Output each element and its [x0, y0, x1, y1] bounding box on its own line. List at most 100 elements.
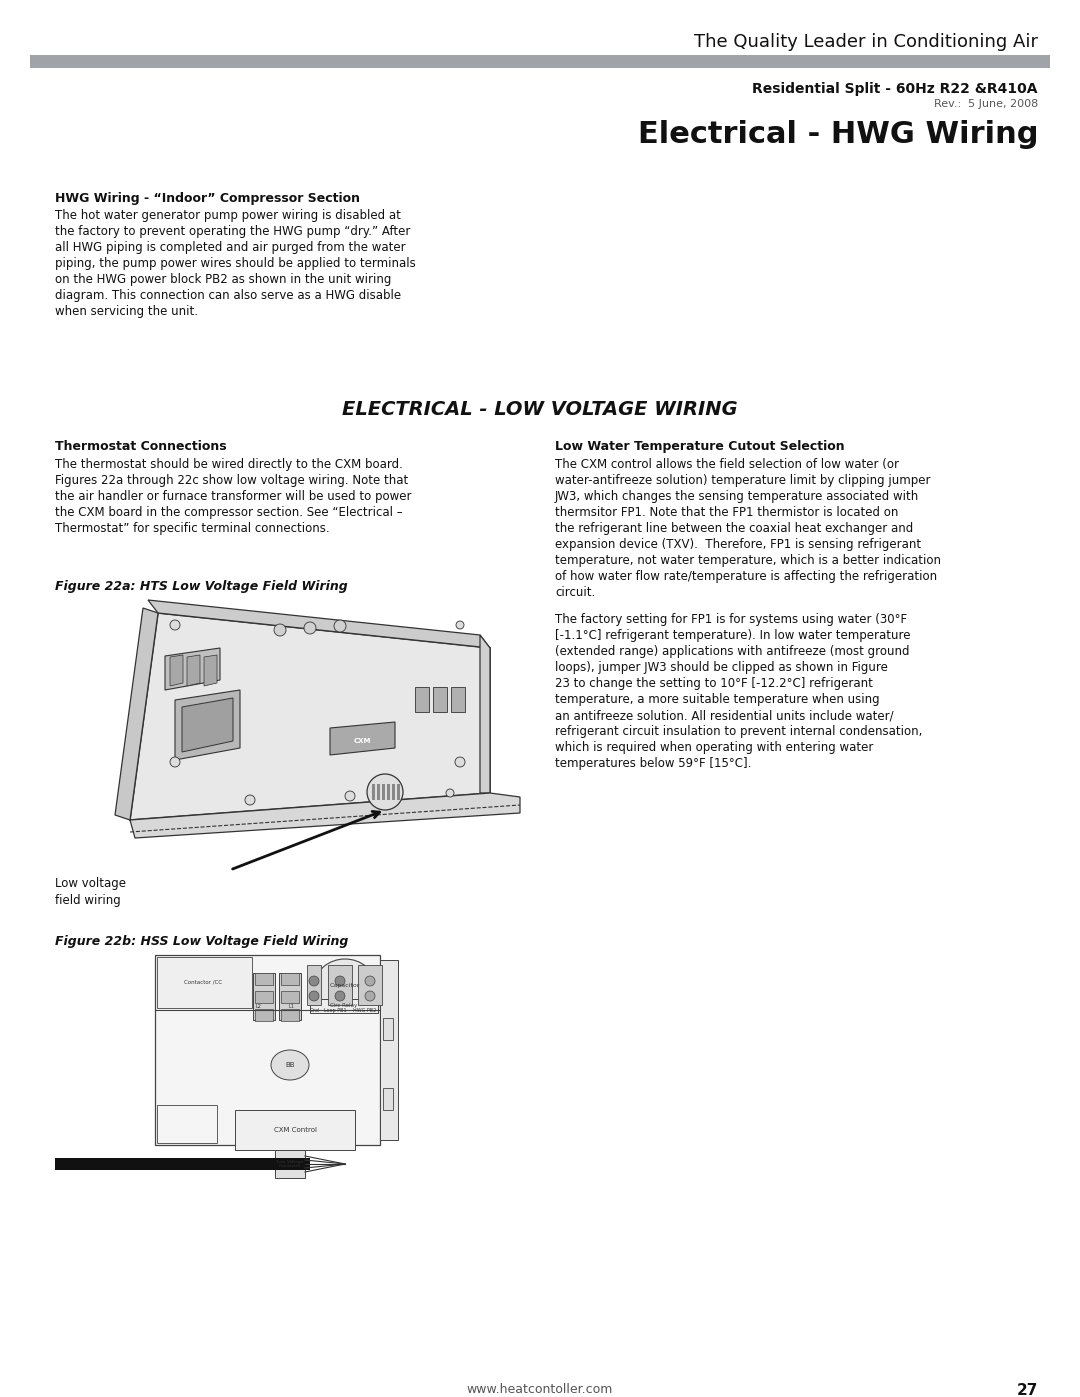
Circle shape [456, 622, 464, 629]
Text: HWG PB2: HWG PB2 [353, 1009, 377, 1013]
Circle shape [274, 624, 286, 636]
Bar [275, 1150, 305, 1178]
Bar [383, 1088, 393, 1111]
Polygon shape [175, 690, 240, 760]
Text: which is required when operating with entering water: which is required when operating with en… [555, 742, 874, 754]
Bar [157, 957, 252, 1009]
Text: Low Voltage
Connector: Low Voltage Connector [276, 1160, 303, 1168]
Bar [30, 54, 1050, 68]
Text: piping, the pump power wires should be applied to terminals: piping, the pump power wires should be a… [55, 257, 416, 270]
Polygon shape [157, 1105, 217, 1143]
Text: L2: L2 [255, 1004, 261, 1009]
Circle shape [309, 977, 319, 986]
Text: Thermostat Connections: Thermostat Connections [55, 440, 227, 453]
Text: Low voltage: Low voltage [55, 877, 126, 890]
Text: The factory setting for FP1 is for systems using water (30°F: The factory setting for FP1 is for syste… [555, 613, 907, 626]
Text: the air handler or furnace transformer will be used to power: the air handler or furnace transformer w… [55, 490, 411, 503]
Text: Figure 22a: HTS Low Voltage Field Wiring: Figure 22a: HTS Low Voltage Field Wiring [55, 580, 348, 592]
Text: The CXM control allows the field selection of low water (or: The CXM control allows the field selecti… [555, 458, 899, 471]
Bar [253, 972, 275, 1020]
Text: loops), jumper JW3 should be clipped as shown in Figure: loops), jumper JW3 should be clipped as … [555, 661, 888, 675]
Text: temperature, a more suitable temperature when using: temperature, a more suitable temperature… [555, 693, 879, 707]
Polygon shape [170, 655, 183, 686]
Polygon shape [187, 655, 200, 686]
Text: the CXM board in the compressor section. See “Electrical –: the CXM board in the compressor section.… [55, 506, 403, 520]
Circle shape [365, 990, 375, 1002]
Bar [281, 1009, 299, 1021]
Bar [55, 1158, 310, 1171]
Text: temperatures below 59°F [15°C].: temperatures below 59°F [15°C]. [555, 757, 752, 770]
Text: www.heatcontoller.com: www.heatcontoller.com [467, 1383, 613, 1396]
Polygon shape [330, 722, 395, 754]
Polygon shape [480, 636, 490, 793]
Text: temperature, not water temperature, which is a better indication: temperature, not water temperature, whic… [555, 555, 941, 567]
Bar [415, 687, 429, 712]
Text: refrigerant circuit insulation to prevent internal condensation,: refrigerant circuit insulation to preven… [555, 725, 922, 738]
Polygon shape [114, 608, 158, 820]
Text: Capacitor: Capacitor [329, 982, 361, 988]
Text: CXM: CXM [353, 738, 370, 745]
Text: of how water flow rate/temperature is affecting the refrigeration: of how water flow rate/temperature is af… [555, 570, 937, 583]
Text: Figures 22a through 22c show low voltage wiring. Note that: Figures 22a through 22c show low voltage… [55, 474, 408, 488]
Bar [383, 1018, 393, 1039]
Text: circuit.: circuit. [555, 585, 595, 599]
Text: thermsitor FP1. Note that the FP1 thermistor is located on: thermsitor FP1. Note that the FP1 thermi… [555, 506, 899, 520]
Circle shape [367, 774, 403, 810]
Polygon shape [183, 698, 233, 752]
Circle shape [335, 990, 345, 1002]
Text: The hot water generator pump power wiring is disabled at: The hot water generator pump power wirin… [55, 210, 401, 222]
Bar [310, 999, 378, 1013]
Text: L1: L1 [288, 1004, 294, 1009]
Circle shape [170, 620, 180, 630]
Bar [281, 972, 299, 985]
Bar [307, 965, 321, 1004]
Circle shape [455, 757, 465, 767]
Text: Figure 22b: HSS Low Voltage Field Wiring: Figure 22b: HSS Low Voltage Field Wiring [55, 935, 349, 949]
Bar [255, 972, 273, 985]
Text: on the HWG power block PB2 as shown in the unit wiring: on the HWG power block PB2 as shown in t… [55, 272, 391, 286]
Polygon shape [165, 648, 220, 690]
Text: all HWG piping is completed and air purged from the water: all HWG piping is completed and air purg… [55, 242, 406, 254]
Circle shape [334, 620, 346, 631]
Polygon shape [130, 613, 490, 820]
Text: Electrical - HWG Wiring: Electrical - HWG Wiring [637, 120, 1038, 149]
Text: HWG Wiring - “Indoor” Compressor Section: HWG Wiring - “Indoor” Compressor Section [55, 191, 360, 205]
Text: expansion device (TXV).  Therefore, FP1 is sensing refrigerant: expansion device (TXV). Therefore, FP1 i… [555, 538, 921, 550]
Circle shape [365, 977, 375, 986]
Text: Low Water Temperature Cutout Selection: Low Water Temperature Cutout Selection [555, 440, 845, 453]
Bar [281, 990, 299, 1003]
Text: The Quality Leader in Conditioning Air: The Quality Leader in Conditioning Air [694, 34, 1038, 52]
Bar [382, 784, 384, 800]
Circle shape [446, 789, 454, 798]
Text: the refrigerant line between the coaxial heat exchanger and: the refrigerant line between the coaxial… [555, 522, 914, 535]
Text: (extended range) applications with antifreeze (most ground: (extended range) applications with antif… [555, 645, 909, 658]
Circle shape [245, 795, 255, 805]
Bar [235, 1111, 355, 1150]
Bar [387, 784, 390, 800]
Text: 27: 27 [1016, 1383, 1038, 1397]
Circle shape [309, 990, 319, 1002]
Bar [451, 687, 465, 712]
Bar [255, 990, 273, 1003]
Text: water-antifreeze solution) temperature limit by clipping jumper: water-antifreeze solution) temperature l… [555, 474, 931, 488]
Bar [156, 956, 380, 1146]
Text: [-1.1°C] refrigerant temperature). In low water temperature: [-1.1°C] refrigerant temperature). In lo… [555, 629, 910, 643]
Ellipse shape [315, 958, 375, 1011]
Polygon shape [130, 793, 519, 838]
Text: Loop PB1: Loop PB1 [324, 1009, 347, 1013]
Circle shape [335, 977, 345, 986]
Text: ELECTRICAL - LOW VOLTAGE WIRING: ELECTRICAL - LOW VOLTAGE WIRING [342, 400, 738, 419]
Ellipse shape [271, 1051, 309, 1080]
Text: Circ Relay: Circ Relay [330, 1003, 357, 1009]
Bar [357, 965, 382, 1004]
Polygon shape [148, 599, 490, 648]
Text: field wiring: field wiring [55, 894, 121, 907]
Text: JW3, which changes the sensing temperature associated with: JW3, which changes the sensing temperatu… [555, 490, 919, 503]
Text: 23 to change the setting to 10°F [-12.2°C] refrigerant: 23 to change the setting to 10°F [-12.2°… [555, 678, 873, 690]
Text: Rev.:  5 June, 2008: Rev.: 5 June, 2008 [934, 99, 1038, 109]
Text: Gnd: Gnd [310, 1009, 320, 1013]
Text: diagram. This connection can also serve as a HWG disable: diagram. This connection can also serve … [55, 289, 401, 302]
Bar [397, 784, 400, 800]
Bar [372, 784, 375, 800]
Text: when servicing the unit.: when servicing the unit. [55, 305, 198, 319]
